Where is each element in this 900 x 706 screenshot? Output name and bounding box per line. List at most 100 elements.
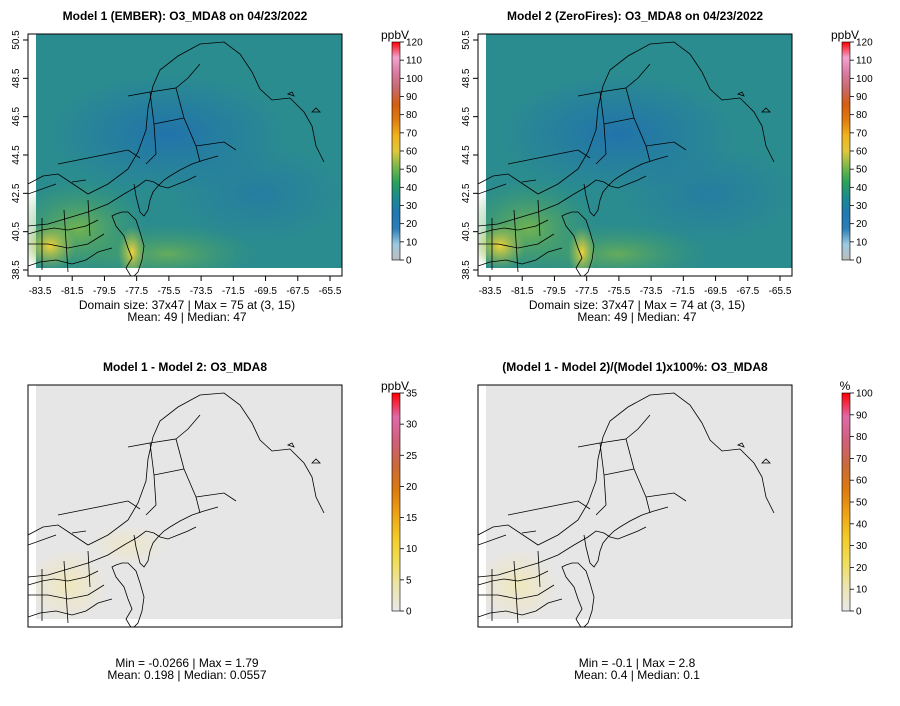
panel-2: Model 2 (ZeroFires): O3_MDA8 on 04/23/20…: [461, 9, 873, 324]
high-ozone-region: [28, 222, 76, 270]
colorbar: [391, 392, 401, 612]
colorbar-units: ppbV: [381, 28, 409, 42]
colorbar: [391, 41, 401, 261]
colorbar-tick-label: 90: [856, 410, 868, 421]
colorbar-tick-label: 70: [406, 128, 418, 139]
x-tick-label: -69.5: [254, 286, 277, 297]
stats-line-2: Mean: 0.4 | Median: 0.1: [574, 668, 700, 682]
colorbar-tick-label: 60: [856, 476, 868, 487]
colorbar-tick-label: 100: [856, 74, 873, 85]
colorbar-tick-label: 30: [406, 201, 418, 212]
colorbar-tick-label: 0: [406, 256, 412, 267]
panel-1: Model 1 (EMBER): O3_MDA8 on 04/23/2022 -8…: [11, 9, 423, 324]
colorbar-tick-label: 80: [406, 110, 418, 121]
data-field: [478, 385, 792, 627]
colorbar-tick-label: 40: [856, 519, 868, 530]
colorbar-tick-label: 50: [856, 498, 868, 509]
stats-line-1: Domain size: 37x47 | Max = 75 at (3, 15): [79, 298, 295, 312]
x-tick-label: -73.5: [190, 286, 213, 297]
colorbar-tick-label: 50: [406, 165, 418, 176]
x-tick-label: -77.5: [575, 286, 598, 297]
x-tick-label: -67.5: [286, 286, 309, 297]
colorbar-tick-label: 60: [406, 147, 418, 158]
colorbar-tick-label: 10: [856, 237, 868, 248]
field-margin: [28, 268, 342, 276]
colorbar-tick-label: 100: [406, 74, 423, 85]
x-tick-label: -73.5: [640, 286, 663, 297]
field-margin: [478, 268, 792, 276]
y-tick-label: 48.5: [11, 68, 22, 88]
colorbar-tick-label: 50: [856, 165, 868, 176]
data-field: [28, 385, 342, 627]
stats-line-1: Domain size: 37x47 | Max = 74 at (3, 15): [529, 298, 745, 312]
colorbar: [841, 41, 851, 261]
y-tick-label: 50.5: [461, 30, 472, 50]
colorbar-tick-label: 70: [856, 454, 868, 465]
colorbar-tick-label: 35: [406, 389, 418, 400]
colorbar-tick-label: 70: [856, 128, 868, 139]
colorbar-tick-label: 15: [406, 513, 418, 524]
colorbar-tick-label: 100: [856, 389, 873, 400]
colorbar-units: ppbV: [831, 28, 859, 42]
chart-title: Model 1 - Model 2: O3_MDA8: [103, 360, 267, 374]
x-tick-label: -79.5: [93, 286, 116, 297]
x-tick-label: -81.5: [511, 286, 534, 297]
y-tick-label: 42.5: [461, 183, 472, 203]
x-tick-label: -77.5: [125, 286, 148, 297]
chart-title: Model 1 (EMBER): O3_MDA8 on 04/23/2022: [63, 9, 308, 23]
panel-4: (Model 1 - Model 2)/(Model 1)x100%: O3_M…: [477, 360, 873, 682]
y-tick-label: 44.5: [461, 145, 472, 165]
colorbar-tick-label: 120: [406, 38, 423, 49]
positive-diff-region: [88, 525, 168, 565]
colorbar-tick-label: 80: [856, 110, 868, 121]
data-field: [28, 34, 342, 276]
colorbar-tick-label: 0: [856, 607, 862, 618]
y-tick-label: 48.5: [461, 68, 472, 88]
colorbar-tick-label: 90: [856, 92, 868, 103]
plot-frame: [27, 384, 343, 628]
colorbar-tick-label: 0: [856, 256, 862, 267]
data-field: [478, 34, 792, 276]
colorbar-tick-label: 20: [406, 219, 418, 230]
colorbar-tick-label: 10: [856, 585, 868, 596]
positive-diff-region: [478, 549, 558, 621]
x-tick-label: -71.5: [672, 286, 695, 297]
stats-line-2: Mean: 49 | Median: 47: [577, 310, 697, 324]
high-ozone-region: [478, 222, 526, 270]
x-tick-label: -75.5: [607, 286, 630, 297]
stats-line-2: Mean: 49 | Median: 47: [127, 310, 247, 324]
y-tick-label: 44.5: [11, 145, 22, 165]
low-ozone-region: [168, 144, 342, 244]
colorbar-tick-label: 30: [406, 420, 418, 431]
colorbar-tick-label: 120: [856, 38, 873, 49]
y-tick-label: 46.5: [461, 106, 472, 126]
colorbar-tick-label: 20: [406, 482, 418, 493]
y-tick-label: 40.5: [461, 221, 472, 241]
x-tick-label: -75.5: [157, 286, 180, 297]
y-tick-label: 40.5: [11, 221, 22, 241]
y-tick-label: 38.5: [461, 260, 472, 280]
panel-3: Model 1 - Model 2: O3_MDA8 Min = -0.0266 …: [27, 360, 418, 682]
colorbar-tick-label: 90: [406, 92, 418, 103]
colorbar-tick-label: 5: [406, 575, 412, 586]
stats-line-1: Min = -0.0266 | Max = 1.79: [115, 656, 259, 670]
colorbar-tick-label: 25: [406, 451, 418, 462]
x-tick-label: -81.5: [61, 286, 84, 297]
colorbar-tick-label: 40: [856, 183, 868, 194]
colorbar-tick-label: 110: [856, 56, 872, 67]
colorbar-tick-label: 60: [856, 147, 868, 158]
stats-line-1: Min = -0.1 | Max = 2.8: [579, 656, 696, 670]
colorbar-tick-label: 20: [856, 563, 868, 574]
colorbar-tick-label: 0: [406, 607, 412, 618]
chart-title: Model 2 (ZeroFires): O3_MDA8 on 04/23/20…: [507, 9, 763, 23]
colorbar: [841, 392, 851, 612]
x-tick-label: -65.5: [769, 286, 792, 297]
positive-diff-region: [28, 549, 108, 621]
colorbar-tick-label: 10: [406, 544, 418, 555]
y-tick-label: 50.5: [11, 30, 22, 50]
colorbar-tick-label: 30: [856, 541, 868, 552]
x-tick-label: -83.5: [29, 286, 52, 297]
colorbar-tick-label: 30: [856, 201, 868, 212]
chart-title: (Model 1 - Model 2)/(Model 1)x100%: O3_M…: [502, 360, 768, 374]
